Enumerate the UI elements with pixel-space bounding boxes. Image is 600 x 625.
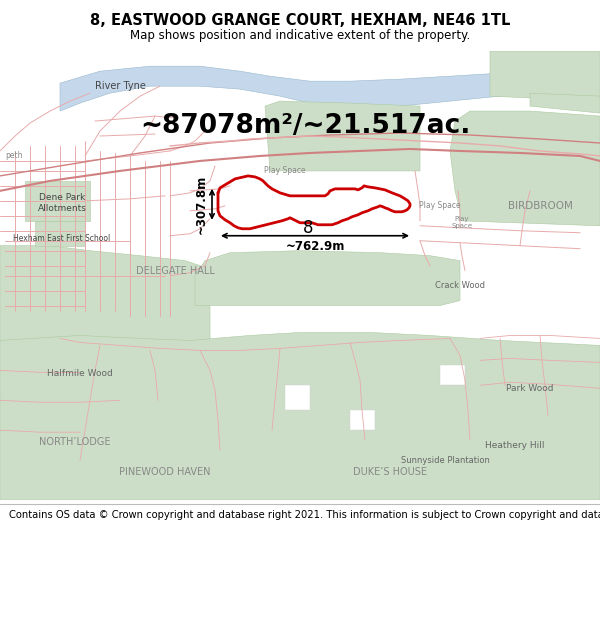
Polygon shape [440, 366, 465, 386]
Polygon shape [25, 181, 90, 221]
Text: BIRDBROOM: BIRDBROOM [508, 201, 572, 211]
Polygon shape [350, 410, 375, 430]
Text: River Tyne: River Tyne [95, 81, 145, 91]
Text: Heathery Hill: Heathery Hill [485, 441, 545, 449]
Text: Play
Space: Play Space [451, 216, 473, 229]
Text: Play Space: Play Space [264, 166, 306, 176]
Text: ~307.8m: ~307.8m [195, 175, 208, 234]
Text: 8, EASTWOOD GRANGE COURT, HEXHAM, NE46 1TL: 8, EASTWOOD GRANGE COURT, HEXHAM, NE46 1… [90, 12, 510, 28]
Polygon shape [195, 251, 460, 306]
Text: PINEWOOD HAVEN: PINEWOOD HAVEN [119, 467, 211, 477]
Text: Crack Wood: Crack Wood [435, 281, 485, 290]
Text: Play Space: Play Space [419, 201, 461, 211]
Polygon shape [0, 246, 210, 356]
Text: ~87078m²/~21.517ac.: ~87078m²/~21.517ac. [140, 113, 470, 139]
Text: DUKE’S HOUSE: DUKE’S HOUSE [353, 467, 427, 477]
Text: 8: 8 [303, 219, 313, 237]
Polygon shape [490, 51, 600, 101]
Text: Park Wood: Park Wood [506, 384, 554, 392]
Polygon shape [60, 66, 600, 111]
Text: Contains OS data © Crown copyright and database right 2021. This information is : Contains OS data © Crown copyright and d… [9, 510, 600, 520]
Polygon shape [35, 221, 85, 246]
Text: NORTH’LODGE: NORTH’LODGE [39, 437, 111, 447]
Text: Hexham East First School: Hexham East First School [13, 234, 110, 243]
Polygon shape [0, 332, 600, 500]
Text: Sunnyside Plantation: Sunnyside Plantation [401, 456, 490, 464]
Polygon shape [530, 93, 600, 113]
Text: peth: peth [5, 151, 23, 161]
Text: DELEGATE HALL: DELEGATE HALL [136, 266, 214, 276]
Text: Halfmile Wood: Halfmile Wood [47, 369, 113, 378]
Text: ~762.9m: ~762.9m [286, 240, 344, 252]
Polygon shape [265, 101, 420, 171]
Text: Map shows position and indicative extent of the property.: Map shows position and indicative extent… [130, 29, 470, 42]
Text: Dene Park
Allotments: Dene Park Allotments [38, 193, 86, 213]
Polygon shape [450, 111, 600, 226]
Polygon shape [285, 386, 310, 410]
